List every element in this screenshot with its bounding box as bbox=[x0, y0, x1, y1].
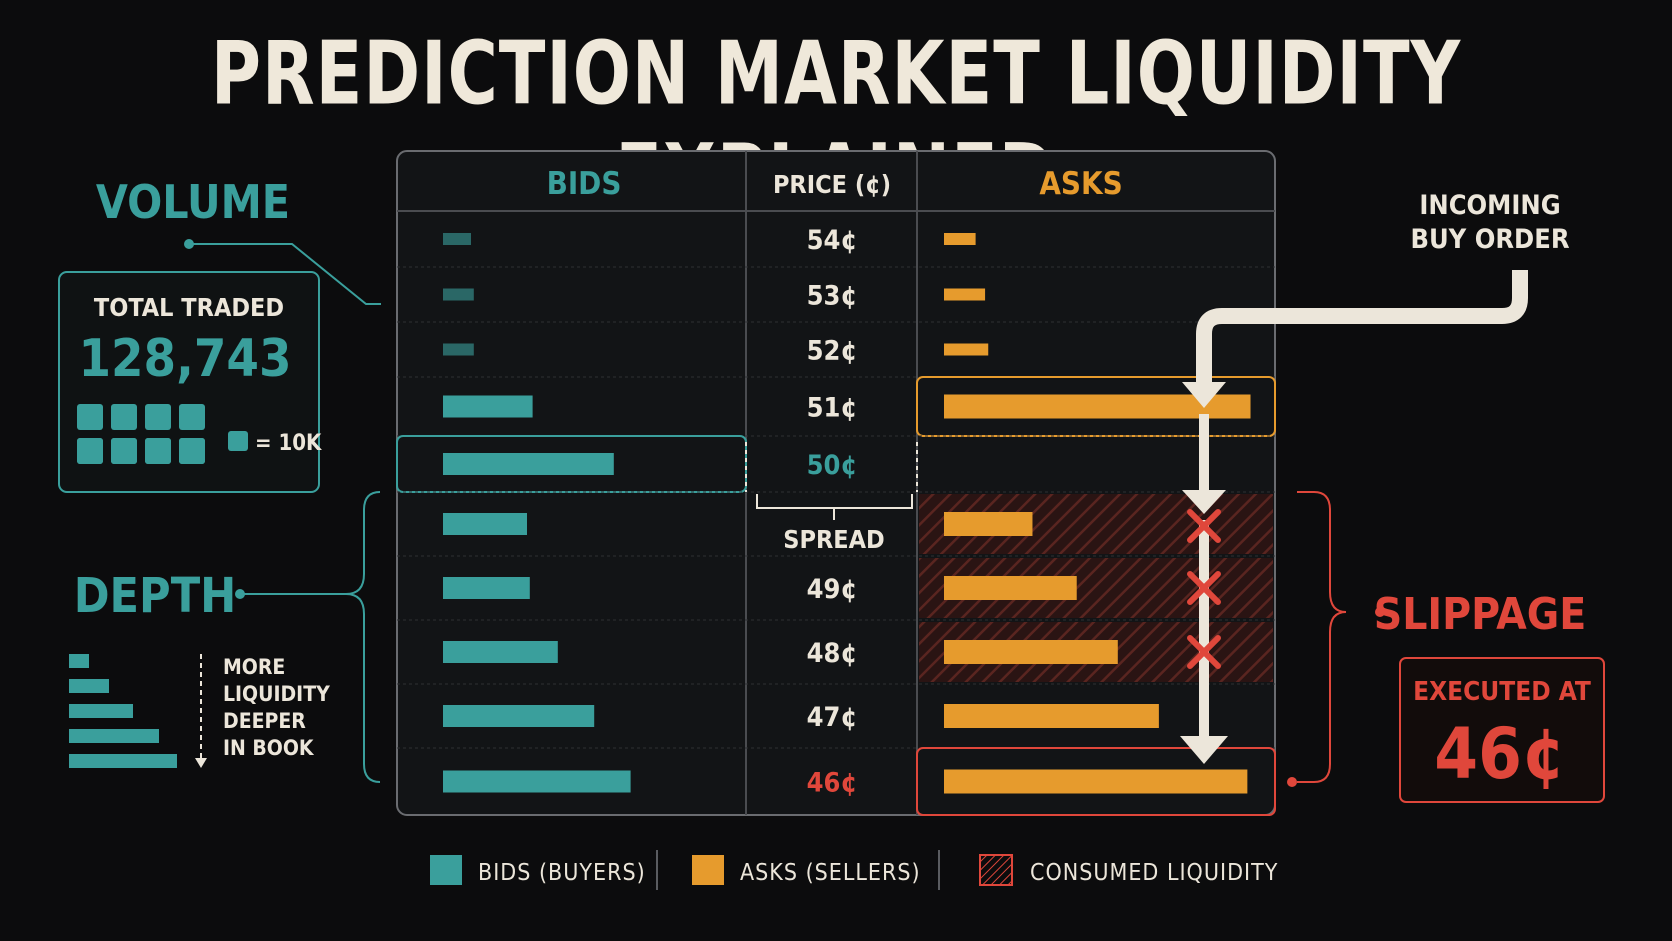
legend-bids: BIDS (BUYERS) bbox=[478, 860, 646, 886]
price-level: 49¢ bbox=[807, 574, 858, 605]
bid-bar bbox=[443, 233, 471, 245]
depth-mini-bars bbox=[69, 654, 177, 768]
volume-unit-icon bbox=[145, 404, 171, 430]
ask-bar bbox=[944, 233, 976, 245]
slippage-label: SLIPPAGE bbox=[1374, 589, 1587, 640]
spread-label: SPREAD bbox=[783, 525, 884, 554]
volume-unit-icon bbox=[111, 404, 137, 430]
volume-unit-icon bbox=[111, 438, 137, 464]
executed-level-highlight bbox=[916, 747, 1276, 816]
legend-swatch-consumed bbox=[979, 854, 1013, 886]
incoming-order-arrow: INCOMING BUY ORDER bbox=[1180, 190, 1570, 764]
volume-box bbox=[58, 271, 320, 493]
header-price: PRICE (¢) bbox=[773, 170, 891, 199]
bid-bar bbox=[443, 641, 558, 663]
depth-note-1: MORE bbox=[223, 655, 285, 679]
slippage-bracket bbox=[1297, 491, 1347, 783]
bid-bar bbox=[443, 453, 614, 475]
volume-unit-icon bbox=[77, 404, 103, 430]
legend-swatch-asks bbox=[692, 855, 724, 885]
executed-label: EXECUTED AT bbox=[1413, 677, 1591, 707]
executed-price: 46¢ bbox=[1434, 713, 1565, 795]
bid-bar bbox=[443, 705, 595, 727]
volume-label: VOLUME bbox=[96, 175, 290, 229]
depth-panel: DEPTH MORE LIQUIDITY DEEPER IN BOOK bbox=[69, 491, 381, 783]
depth-label: DEPTH bbox=[74, 568, 237, 624]
ask-bar bbox=[944, 512, 1033, 536]
legend-consumed: CONSUMED LIQUIDITY bbox=[1030, 860, 1278, 886]
volume-key-swatch bbox=[228, 431, 248, 451]
price-level: 46¢ bbox=[807, 768, 858, 799]
bid-bar bbox=[443, 577, 530, 599]
incoming-order-line1: INCOMING bbox=[1419, 190, 1560, 221]
bid-bar bbox=[443, 770, 631, 793]
ask-bar bbox=[944, 288, 986, 301]
depth-note-4: IN BOOK bbox=[223, 736, 315, 760]
volume-panel: VOLUME TOTAL TRADED 128,743 = 10K bbox=[58, 175, 381, 493]
price-level: 54¢ bbox=[807, 225, 858, 256]
ask-bar bbox=[944, 704, 1159, 728]
consumed-x-marks bbox=[1187, 509, 1221, 669]
header-bids: BIDS bbox=[547, 166, 622, 202]
price-level: 48¢ bbox=[807, 638, 858, 669]
price-level: 53¢ bbox=[807, 281, 858, 312]
bid-bar bbox=[443, 395, 533, 418]
bid-bar bbox=[443, 288, 474, 301]
volume-key: = 10K bbox=[255, 431, 322, 456]
legend-asks: ASKS (SELLERS) bbox=[740, 860, 921, 886]
volume-unit-icon bbox=[179, 438, 205, 464]
volume-unit-icon bbox=[179, 404, 205, 430]
ask-bar bbox=[944, 640, 1118, 664]
legend-swatch-bids bbox=[430, 855, 462, 885]
volume-box-label: TOTAL TRADED bbox=[94, 293, 284, 322]
header-asks: ASKS bbox=[1039, 166, 1122, 202]
depth-note-3: DEEPER bbox=[223, 709, 306, 733]
incoming-order-line2: BUY ORDER bbox=[1410, 224, 1569, 255]
order-book: BIDS PRICE (¢) ASKS 54¢ 53¢ 52¢ 51¢ 50¢ 49¢ 48… bbox=[396, 150, 1276, 816]
volume-unit-icon bbox=[77, 438, 103, 464]
price-level: 50¢ bbox=[807, 450, 858, 481]
ask-bar bbox=[944, 769, 1248, 794]
executed-box bbox=[1399, 657, 1605, 803]
slippage-panel: SLIPPAGE EXECUTED AT 46¢ bbox=[1287, 491, 1605, 803]
price-level: 47¢ bbox=[807, 702, 858, 733]
price-level: 51¢ bbox=[807, 393, 858, 424]
ask-bar bbox=[944, 343, 989, 356]
bid-bar bbox=[443, 343, 474, 356]
depth-bracket bbox=[345, 491, 381, 783]
price-level: 52¢ bbox=[807, 336, 858, 367]
volume-value: 128,743 bbox=[78, 329, 291, 389]
volume-icons bbox=[77, 404, 205, 464]
depth-note-2: LIQUIDITY bbox=[223, 682, 330, 706]
bid-bar bbox=[443, 513, 527, 535]
volume-unit-icon bbox=[145, 438, 171, 464]
legend: BIDS (BUYERS) ASKS (SELLERS) CONSUMED LI… bbox=[430, 850, 1278, 890]
ask-bar bbox=[944, 576, 1077, 600]
